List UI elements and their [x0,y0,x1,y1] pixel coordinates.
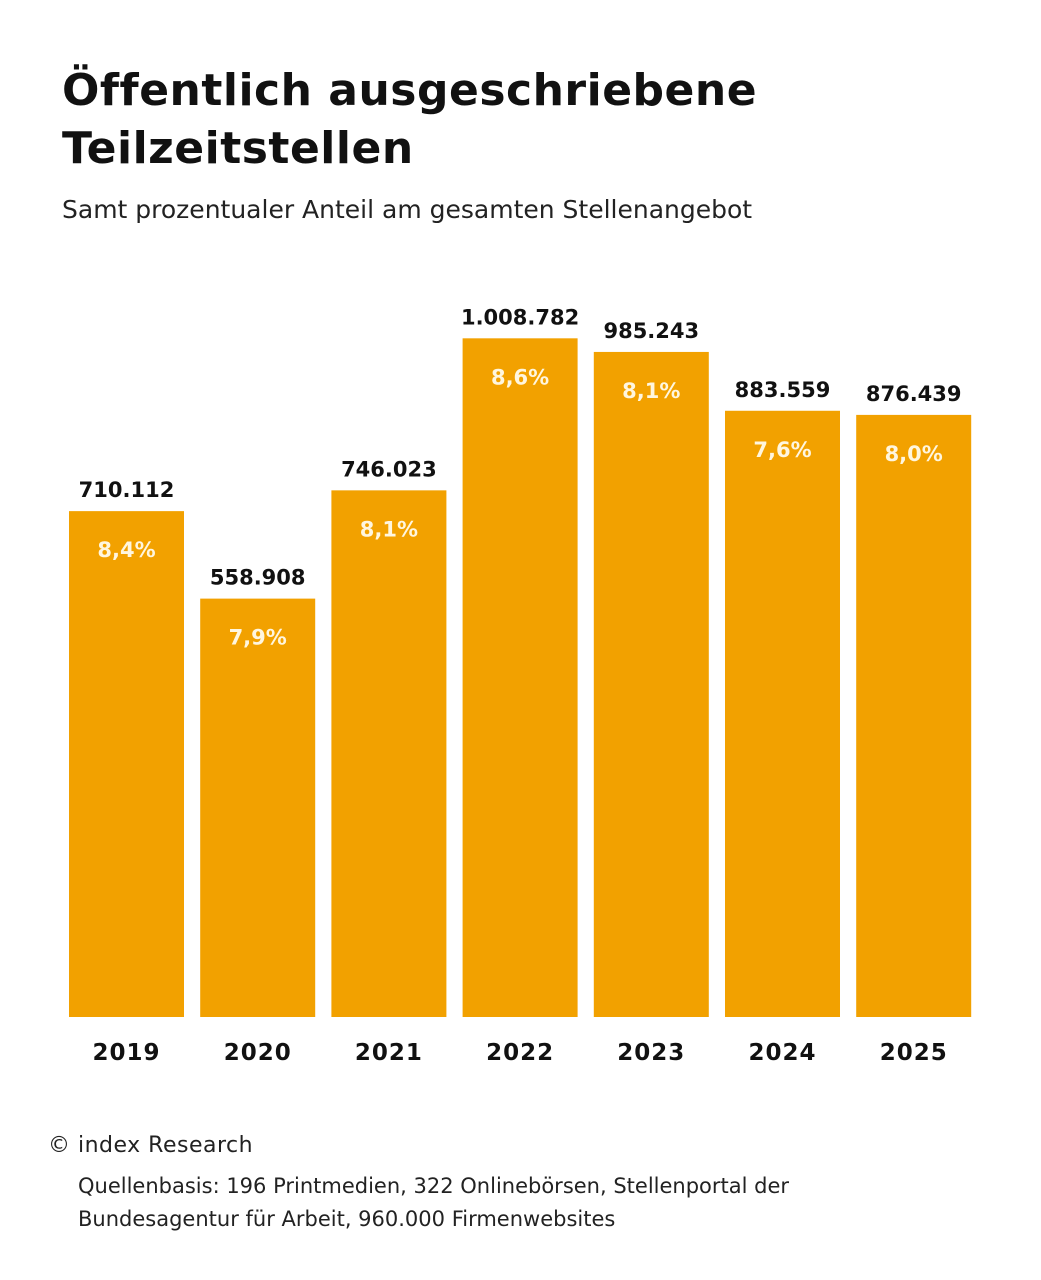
x-tick-label: 2021 [355,1040,423,1066]
x-tick-label: 2024 [748,1040,816,1066]
chart-subtitle: Samt prozentualer Anteil am gesamten Ste… [62,195,753,224]
bar-2022 [462,338,578,1017]
bar-2020 [200,598,316,1017]
value-label: 883.559 [735,378,831,402]
share-label: 7,6% [753,438,811,462]
value-label: 985.243 [603,319,699,343]
value-label: 746.023 [341,457,437,481]
bar-2021 [331,490,447,1018]
value-label: 558.908 [210,566,306,590]
bar-2023 [593,351,709,1018]
share-label: 7,9% [229,626,287,650]
source-note: Quellenbasis: 196 Printmedien, 322 Onlin… [78,1174,790,1231]
share-label: 8,4% [97,538,155,562]
bar-2025 [856,414,972,1017]
bar-chart: 710.112 8,4% 2019 558.908 7,9% 2020 746.023 8,1… [69,305,972,1066]
x-tick-label: 2020 [224,1040,292,1066]
x-tick-label: 2025 [880,1040,948,1066]
share-label: 8,1% [622,379,680,403]
x-tick-label: 2023 [617,1040,685,1066]
value-label: 1.008.782 [461,305,579,329]
bar-2024 [725,410,840,1017]
share-label: 8,6% [491,365,549,389]
x-tick-label: 2022 [486,1040,554,1066]
bar-2019 [69,511,184,1017]
value-label: 876.439 [866,382,962,406]
share-label: 8,0% [885,442,943,466]
x-tick-label: 2019 [92,1040,160,1066]
value-label: 710.112 [79,478,175,502]
copyright-credit: © index Research [48,1133,254,1158]
share-label: 8,1% [360,517,418,541]
chart-title: Öffentlich ausgeschriebene Teilzeitstell… [62,65,758,174]
